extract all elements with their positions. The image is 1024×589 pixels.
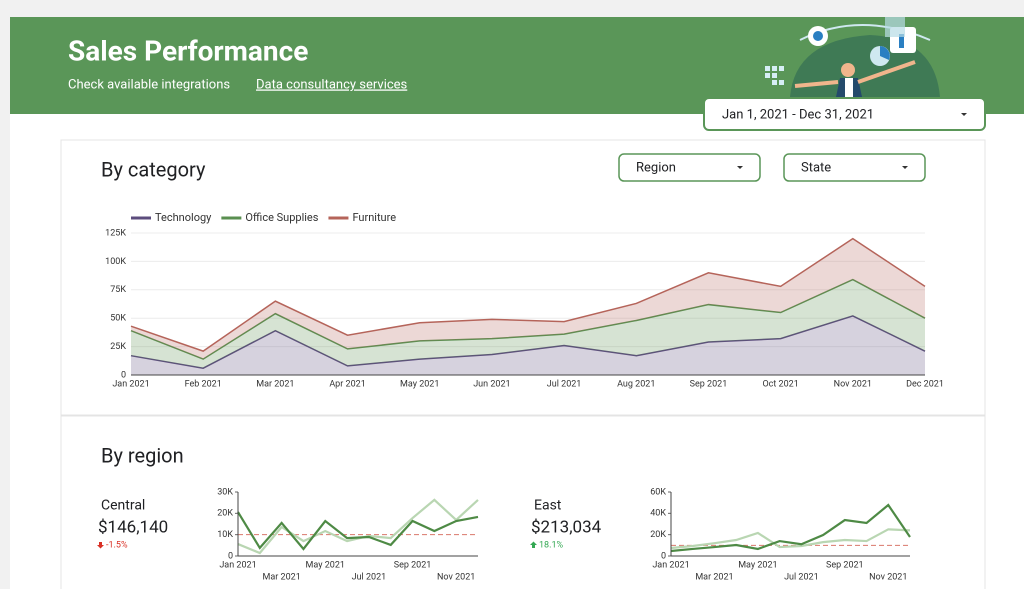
- region-name: Central: [101, 498, 145, 514]
- x-tick-label: Mar 2021: [256, 379, 294, 389]
- area-line: [130, 278, 926, 360]
- x-tick-label: Jun 2021: [473, 379, 510, 389]
- x-tick-label: Nov 2021: [834, 379, 872, 389]
- y-tick-label: 60K: [650, 487, 666, 497]
- y-tick-label: 100K: [105, 257, 126, 267]
- x-tick-label: May 2021: [306, 560, 345, 570]
- y-tick-label: 75K: [110, 285, 126, 295]
- section-title: By category: [101, 157, 206, 181]
- filter-label[interactable]: State: [801, 160, 831, 175]
- x-tick-label: Jul 2021: [547, 379, 582, 389]
- legend-label: Furniture: [352, 211, 396, 224]
- integrations-link[interactable]: Check available integrations: [68, 77, 230, 92]
- y-tick-label: 125K: [105, 228, 126, 238]
- y-tick-label: 40K: [650, 509, 666, 519]
- y-tick-label: 20K: [217, 509, 233, 519]
- area: [131, 315, 925, 375]
- filter-box[interactable]: [618, 153, 761, 182]
- x-tick-label: Jan 2021: [219, 560, 256, 570]
- region-change: -1.5%: [106, 540, 128, 550]
- dropdown-arrow[interactable]: [961, 113, 967, 116]
- legend-label: Technology: [155, 211, 212, 224]
- x-tick-label: Sep 2021: [394, 560, 432, 570]
- area: [131, 238, 925, 360]
- y-tick-label: 20K: [650, 530, 666, 540]
- area-line: [130, 237, 926, 352]
- region-filter[interactable]: Region: [618, 153, 761, 182]
- x-tick-label: Oct 2021: [762, 379, 798, 389]
- trend-arrow: [97, 542, 104, 549]
- consultancy-link[interactable]: Data consultancy services: [256, 77, 408, 92]
- date-picker[interactable]: Jan 1, 2021 - Dec 31, 2021: [703, 97, 986, 131]
- trend-arrow: [530, 541, 537, 548]
- y-tick-label: 0: [228, 551, 233, 561]
- x-tick-label: Jul 2021: [352, 572, 387, 582]
- x-tick-label: Dec 2021: [906, 379, 944, 389]
- y-tick-label: 0: [661, 551, 666, 561]
- dashboard-title: Sales Performance: [68, 34, 308, 67]
- filter-box[interactable]: [783, 153, 926, 182]
- region-total: $213,034: [531, 517, 602, 537]
- x-tick-label: Sep 2021: [690, 379, 728, 389]
- line: [670, 528, 911, 550]
- x-tick-label: Jan 2021: [652, 560, 689, 570]
- y-tick-label: 10K: [217, 530, 233, 540]
- region-change: 18.1%: [539, 540, 564, 550]
- x-tick-label: Sep 2021: [826, 560, 864, 570]
- date-picker-box[interactable]: [703, 97, 986, 131]
- y-tick-label: 25K: [110, 342, 126, 352]
- y-tick-label: 0: [121, 370, 126, 380]
- x-tick-label: Mar 2021: [695, 572, 733, 582]
- filter-label[interactable]: Region: [636, 160, 676, 175]
- state-filter[interactable]: State: [783, 153, 926, 182]
- area-line: [130, 315, 926, 369]
- x-tick-label: Jul 2021: [784, 572, 819, 582]
- legend-label: Office Supplies: [245, 211, 318, 224]
- x-tick-label: Aug 2021: [617, 379, 655, 389]
- x-tick-label: Feb 2021: [185, 379, 222, 389]
- category-card: [60, 139, 986, 416]
- region-name: East: [534, 498, 562, 514]
- y-tick-label: 30K: [217, 487, 233, 497]
- x-tick-label: Nov 2021: [869, 572, 907, 582]
- line: [670, 503, 911, 553]
- x-tick-label: May 2021: [400, 379, 439, 389]
- x-tick-label: Apr 2021: [329, 379, 365, 389]
- date-range[interactable]: Jan 1, 2021 - Dec 31, 2021: [722, 107, 874, 122]
- dropdown-arrow[interactable]: [902, 166, 908, 169]
- y-tick-label: 50K: [110, 314, 126, 324]
- line: [237, 511, 479, 551]
- x-tick-label: May 2021: [738, 560, 777, 570]
- illustration: [765, 17, 940, 97]
- x-tick-label: Nov 2021: [437, 572, 475, 582]
- region-card: [60, 415, 986, 589]
- dropdown-arrow[interactable]: [737, 166, 743, 169]
- x-tick-label: Mar 2021: [262, 572, 300, 582]
- x-tick-label: Jan 2021: [112, 379, 149, 389]
- area: [131, 279, 925, 369]
- region-total: $146,140: [98, 517, 168, 537]
- section-title: By region: [101, 443, 184, 467]
